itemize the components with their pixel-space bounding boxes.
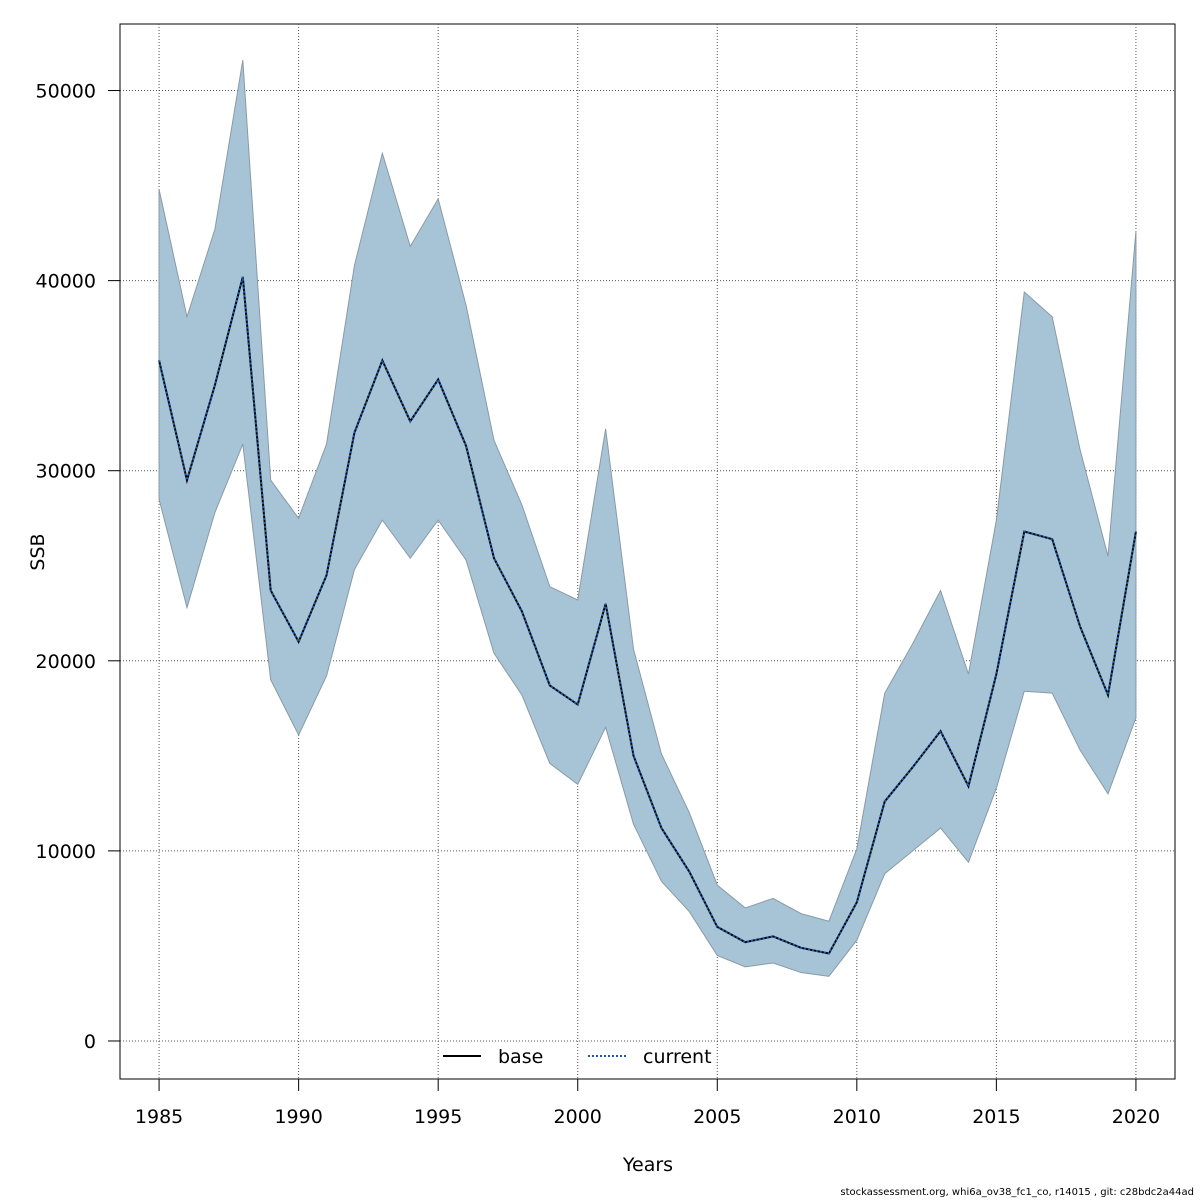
series-line-current — [158, 276, 1137, 955]
legend-label-base: base — [498, 1046, 543, 1068]
x-tick-label-2015: 2015 — [972, 1106, 1020, 1128]
x-tick-label-1985: 1985 — [135, 1106, 183, 1128]
x-tick-label-2010: 2010 — [833, 1106, 881, 1128]
legend: base current — [443, 1046, 712, 1068]
y-tick-label-50000: 50000 — [36, 81, 96, 103]
x-tick-label-2005: 2005 — [693, 1106, 741, 1128]
series-lines — [158, 276, 1137, 955]
x-tick-label-1990: 1990 — [274, 1106, 322, 1128]
y-axis: 0 10000 20000 30000 40000 50000 — [36, 81, 121, 1053]
legend-label-current: current — [643, 1046, 712, 1068]
x-axis-title: Years — [622, 1154, 673, 1176]
confidence-band — [158, 60, 1137, 977]
x-axis: 1985 1990 1995 2000 2005 2010 2015 2020 — [135, 1078, 1160, 1128]
x-tick-label-2020: 2020 — [1112, 1106, 1160, 1128]
x-tick-label-2000: 2000 — [554, 1106, 602, 1128]
y-tick-label-40000: 40000 — [36, 271, 96, 293]
y-axis-title: SSB — [27, 533, 49, 570]
y-tick-label-30000: 30000 — [36, 461, 96, 483]
y-tick-label-10000: 10000 — [36, 841, 96, 863]
x-tick-label-1995: 1995 — [414, 1106, 462, 1128]
y-tick-label-0: 0 — [84, 1031, 96, 1053]
y-tick-label-20000: 20000 — [36, 651, 96, 673]
footer-text: stockassessment.org, whi6a_ov38_fc1_co, … — [840, 1187, 1194, 1198]
confidence-band-area — [158, 60, 1137, 977]
